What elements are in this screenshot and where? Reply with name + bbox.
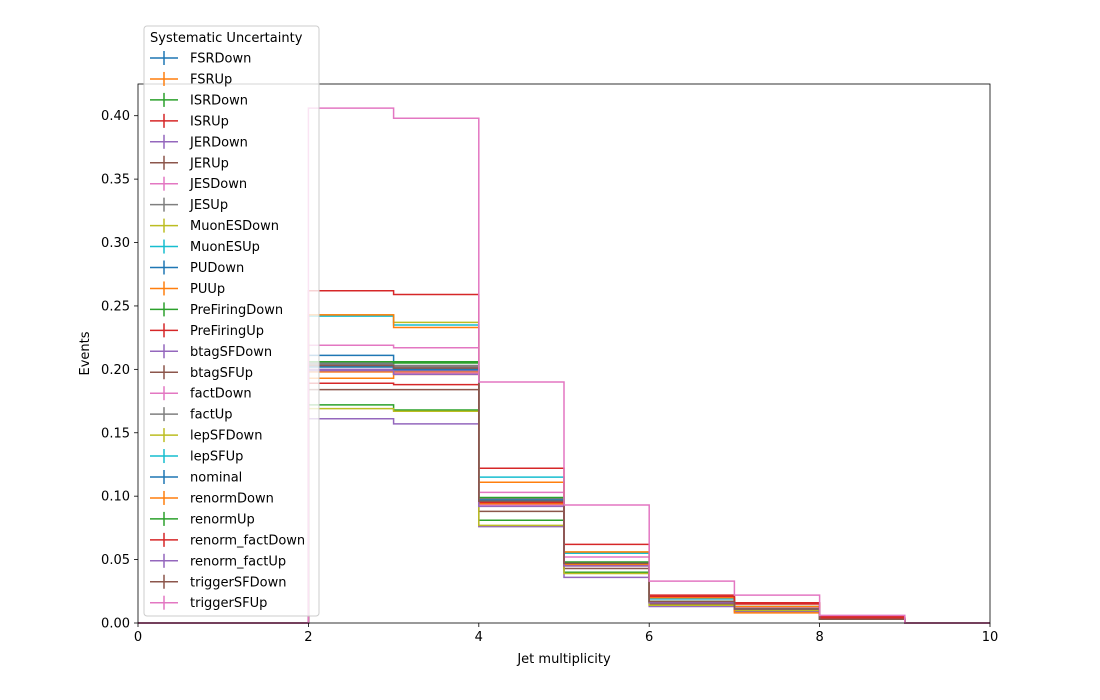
legend-item-triggersfup: triggerSFUp bbox=[150, 595, 267, 611]
legend-item-lepsfdown: lepSFDown bbox=[150, 428, 262, 444]
legend-label: renorm_factDown bbox=[190, 533, 305, 548]
y-tick-label: 0.35 bbox=[101, 173, 130, 188]
legend-item-nominal: nominal bbox=[150, 470, 242, 486]
legend-label: triggerSFUp bbox=[190, 596, 267, 611]
legend-item-factup: factUp bbox=[150, 407, 233, 423]
y-tick-label: 0.10 bbox=[101, 490, 130, 505]
x-tick-label: 10 bbox=[982, 630, 999, 645]
y-tick-label: 0.00 bbox=[101, 617, 130, 632]
legend-label: lepSFDown bbox=[190, 429, 262, 444]
legend-item-prefiringup: PreFiringUp bbox=[150, 323, 264, 339]
legend-item-isrup: ISRUp bbox=[150, 113, 229, 129]
legend-item-renorm-factup: renorm_factUp bbox=[150, 553, 286, 569]
legend-label: JESDown bbox=[189, 177, 247, 192]
y-tick-label: 0.40 bbox=[101, 109, 130, 124]
legend-label: nominal bbox=[190, 471, 242, 486]
y-tick-label: 0.25 bbox=[101, 299, 130, 314]
legend-item-lepsfup: lepSFUp bbox=[150, 449, 243, 465]
legend-item-renormdown: renormDown bbox=[150, 490, 274, 506]
legend-label: triggerSFDown bbox=[190, 575, 286, 590]
x-tick-label: 0 bbox=[134, 630, 142, 645]
legend-item-btagsfdown: btagSFDown bbox=[150, 344, 272, 360]
x-tick-label: 4 bbox=[475, 630, 483, 645]
legend-label: ISRUp bbox=[190, 114, 229, 129]
legend-label: btagSFDown bbox=[190, 345, 272, 360]
legend-label: factUp bbox=[190, 408, 233, 423]
legend-item-btagsfup: btagSFUp bbox=[150, 365, 253, 381]
legend-item-renorm-factdown: renorm_factDown bbox=[150, 532, 305, 548]
legend-label: JERDown bbox=[189, 135, 248, 150]
legend-label: PUDown bbox=[190, 261, 244, 276]
legend-label: FSRDown bbox=[190, 52, 251, 67]
x-tick-label: 6 bbox=[645, 630, 653, 645]
x-tick-label: 8 bbox=[815, 630, 823, 645]
legend-label: PreFiringDown bbox=[190, 303, 283, 318]
legend-label: renormUp bbox=[190, 512, 255, 527]
legend-item-pudown: PUDown bbox=[150, 260, 244, 276]
y-axis-label: Events bbox=[78, 331, 93, 375]
legend-item-renormup: renormUp bbox=[150, 511, 255, 527]
x-tick-label: 2 bbox=[304, 630, 312, 645]
legend-item-fsrdown: FSRDown bbox=[150, 51, 251, 67]
legend-label: ISRDown bbox=[190, 93, 248, 108]
legend-label: MuonESDown bbox=[190, 219, 279, 234]
axes: 0 2 4 6 8 10 0.00 0.05 0.10 0.15 0.20 0.25 0.30 0.35 0… bbox=[101, 83, 999, 645]
legend-items: FSRDown FSRUp ISRDown ISRUp JERDown JERUp JESD… bbox=[150, 51, 305, 611]
legend-label: PreFiringUp bbox=[190, 324, 264, 339]
legend-item-puup: PUUp bbox=[150, 281, 225, 297]
y-tick-label: 0.05 bbox=[101, 553, 130, 568]
legend-label: PUUp bbox=[190, 282, 225, 297]
legend-item-triggersfdown: triggerSFDown bbox=[150, 574, 286, 590]
legend-label: lepSFUp bbox=[190, 450, 243, 465]
x-axis-label: Jet multiplicity bbox=[516, 652, 611, 667]
legend-item-fsrup: FSRUp bbox=[150, 71, 232, 87]
legend-label: renormDown bbox=[190, 491, 274, 506]
legend-item-muonesup: MuonESUp bbox=[150, 239, 260, 255]
legend-label: btagSFUp bbox=[190, 366, 253, 381]
legend-item-muonesdown: MuonESDown bbox=[150, 218, 279, 234]
legend-item-jesup: JESUp bbox=[150, 197, 228, 213]
legend-label: MuonESUp bbox=[190, 240, 260, 255]
legend-label: JESUp bbox=[189, 198, 228, 213]
y-tick-label: 0.20 bbox=[101, 363, 130, 378]
y-tick-label: 0.15 bbox=[101, 426, 130, 441]
legend-item-factdown: factDown bbox=[150, 386, 252, 402]
y-tick-label: 0.30 bbox=[101, 236, 130, 251]
legend-item-jerdown: JERDown bbox=[150, 134, 248, 150]
axes-frame bbox=[137, 83, 991, 624]
legend-label: renorm_factUp bbox=[190, 554, 286, 569]
legend-label: FSRUp bbox=[190, 72, 232, 87]
legend-label: JERUp bbox=[189, 156, 229, 171]
legend-box bbox=[143, 25, 320, 617]
legend-label: factDown bbox=[190, 387, 252, 402]
legend-item-isrdown: ISRDown bbox=[150, 92, 248, 108]
legend: Systematic Uncertainty FSRDown FSRUp ISRDo… bbox=[143, 25, 320, 617]
legend-title: Systematic Uncertainty bbox=[150, 31, 303, 46]
legend-item-jerup: JERUp bbox=[150, 155, 229, 171]
legend-item-prefiringdown: PreFiringDown bbox=[150, 302, 283, 318]
legend-item-jesdown: JESDown bbox=[150, 176, 247, 192]
